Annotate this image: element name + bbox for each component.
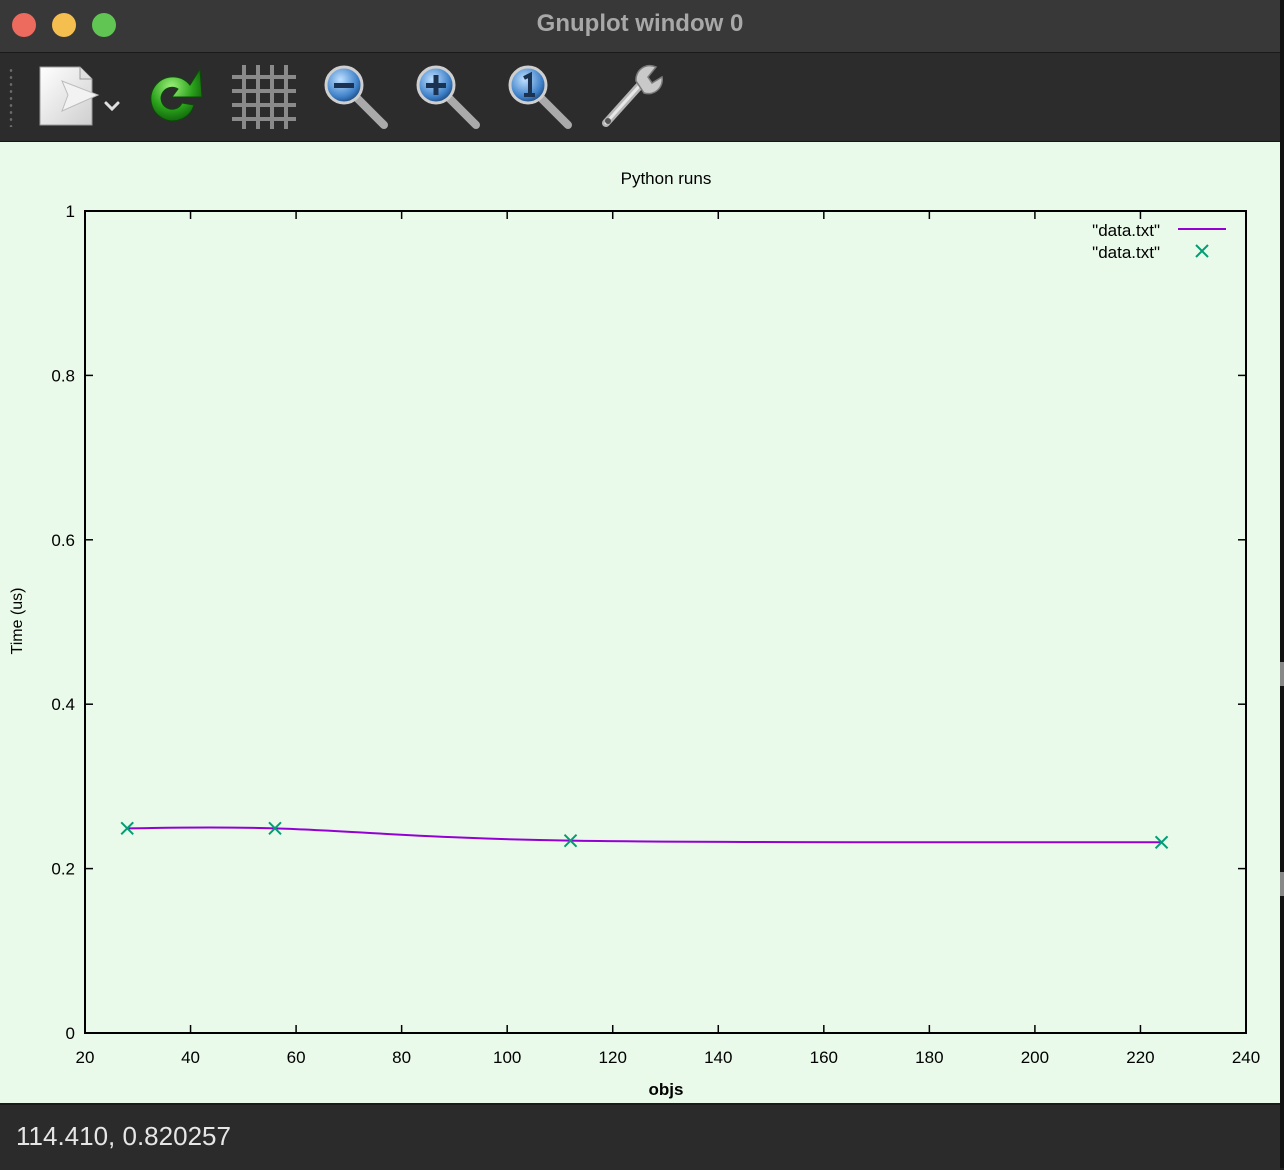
- x-tick-label: 180: [915, 1048, 943, 1067]
- x-tick-label: 160: [810, 1048, 838, 1067]
- toolbar-grip-handle[interactable]: [8, 67, 14, 127]
- grid-icon: [232, 65, 296, 129]
- zoom-reset-icon: [508, 65, 572, 129]
- x-tick-label: 220: [1126, 1048, 1154, 1067]
- x-tick-label: 140: [704, 1048, 732, 1067]
- x-tick-label: 80: [392, 1048, 411, 1067]
- title-bar[interactable]: Gnuplot window 0: [0, 0, 1280, 53]
- replot-button[interactable]: [140, 63, 206, 131]
- y-tick-label: 0.8: [51, 366, 75, 385]
- x-tick-label: 200: [1021, 1048, 1049, 1067]
- legend-entry-points-label: "data.txt": [1092, 243, 1160, 262]
- series-line: [127, 826, 1162, 844]
- y-tick-label: 0.4: [51, 695, 75, 714]
- cursor-coordinates: 114.410, 0.820257: [16, 1121, 231, 1151]
- window-edge-marker: [1280, 872, 1284, 896]
- x-tick-label: 40: [181, 1048, 200, 1067]
- replot-icon: [150, 67, 203, 122]
- x-tick-label: 60: [287, 1048, 306, 1067]
- data-series: [120, 821, 1169, 850]
- export-icon: [39, 66, 120, 126]
- legend: "data.txt" "data.txt": [1092, 221, 1226, 262]
- axis-ticks: 20 40 60 80 100 120 140 160 180 200 220 240 0 0.2 0.4 0…: [51, 202, 1260, 1067]
- close-button[interactable]: [12, 13, 36, 37]
- data-point-marker: [120, 821, 134, 836]
- y-tick-label: 0.6: [51, 531, 75, 550]
- export-button[interactable]: [36, 63, 126, 131]
- y-tick-label: 0.2: [51, 860, 75, 879]
- x-tick-label: 20: [76, 1048, 95, 1067]
- zoom-out-button[interactable]: [320, 63, 392, 131]
- data-point-marker: [563, 833, 578, 848]
- status-bar: 114.410, 0.820257: [0, 1103, 1280, 1170]
- zoom-in-button[interactable]: [412, 63, 484, 131]
- minimize-button[interactable]: [52, 13, 76, 37]
- x-axis-label: objs: [649, 1080, 684, 1099]
- maximize-button[interactable]: [92, 13, 116, 37]
- data-point-marker: [1154, 835, 1169, 850]
- y-axis-label: Time (us): [9, 588, 26, 655]
- y-tick-label: 1: [66, 202, 75, 221]
- plot-frame: [84, 210, 1247, 1034]
- data-point-marker: [268, 821, 282, 836]
- x-tick-label: 120: [599, 1048, 627, 1067]
- window-title: Gnuplot window 0: [536, 10, 744, 37]
- x-tick-label: 100: [493, 1048, 521, 1067]
- y-tick-label: 0: [66, 1024, 75, 1043]
- legend-point-sample: [1195, 244, 1209, 258]
- zoom-reset-button[interactable]: [504, 63, 576, 131]
- wrench-icon: [602, 64, 664, 127]
- zoom-out-icon: [324, 65, 388, 129]
- plot-canvas[interactable]: Python runs Time (us) objs 20 40 60 80 100 12…: [0, 142, 1284, 1103]
- grid-button[interactable]: [228, 63, 298, 131]
- zoom-in-icon: [416, 65, 480, 129]
- plot-svg[interactable]: Python runs Time (us) objs 20 40 60 80 100 12…: [0, 142, 1280, 1103]
- legend-entry-line-label: "data.txt": [1092, 221, 1160, 240]
- settings-button[interactable]: [596, 63, 668, 131]
- x-tick-label: 240: [1232, 1048, 1260, 1067]
- toolbar: [0, 53, 1280, 142]
- chart-title: Python runs: [621, 169, 712, 188]
- window-edge-marker: [1280, 662, 1284, 686]
